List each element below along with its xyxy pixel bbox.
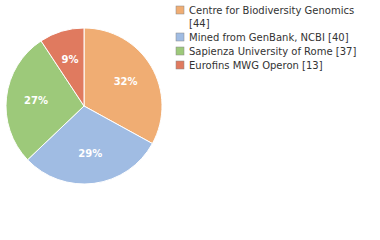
data-label: 29%: [78, 148, 102, 159]
legend-swatch: [176, 61, 184, 69]
legend-label-line: Centre for Biodiversity Genomics: [189, 5, 354, 16]
legend-label-line: [44]: [189, 18, 210, 29]
data-label: 32%: [114, 76, 138, 87]
legend-label-line: Sapienza University of Rome [37]: [189, 46, 356, 57]
pie-slice: [6, 41, 84, 160]
legend-label-line: Mined from GenBank, NCBI [40]: [189, 32, 349, 43]
legend-swatch: [176, 33, 184, 41]
data-label: 27%: [24, 95, 48, 106]
data-label: 9%: [62, 54, 79, 65]
legend: Centre for Biodiversity Genomics [44] Mine…: [176, 5, 356, 71]
legend-label: Eurofins MWG Operon [13]: [189, 60, 323, 71]
pie: [6, 28, 162, 184]
chart: 32% 29% 27% 9% Centre for Biodiversity Genom…: [0, 0, 380, 240]
legend-swatch: [176, 47, 184, 55]
data-labels: 32% 29% 27% 9%: [24, 54, 138, 159]
legend-label: Mined from GenBank, NCBI [40]: [189, 32, 349, 43]
legend-label: Centre for Biodiversity Genomics [44]: [189, 5, 354, 29]
legend-label: Sapienza University of Rome [37]: [189, 46, 356, 57]
legend-label-line: Eurofins MWG Operon [13]: [189, 60, 323, 71]
legend-swatch: [176, 6, 184, 14]
